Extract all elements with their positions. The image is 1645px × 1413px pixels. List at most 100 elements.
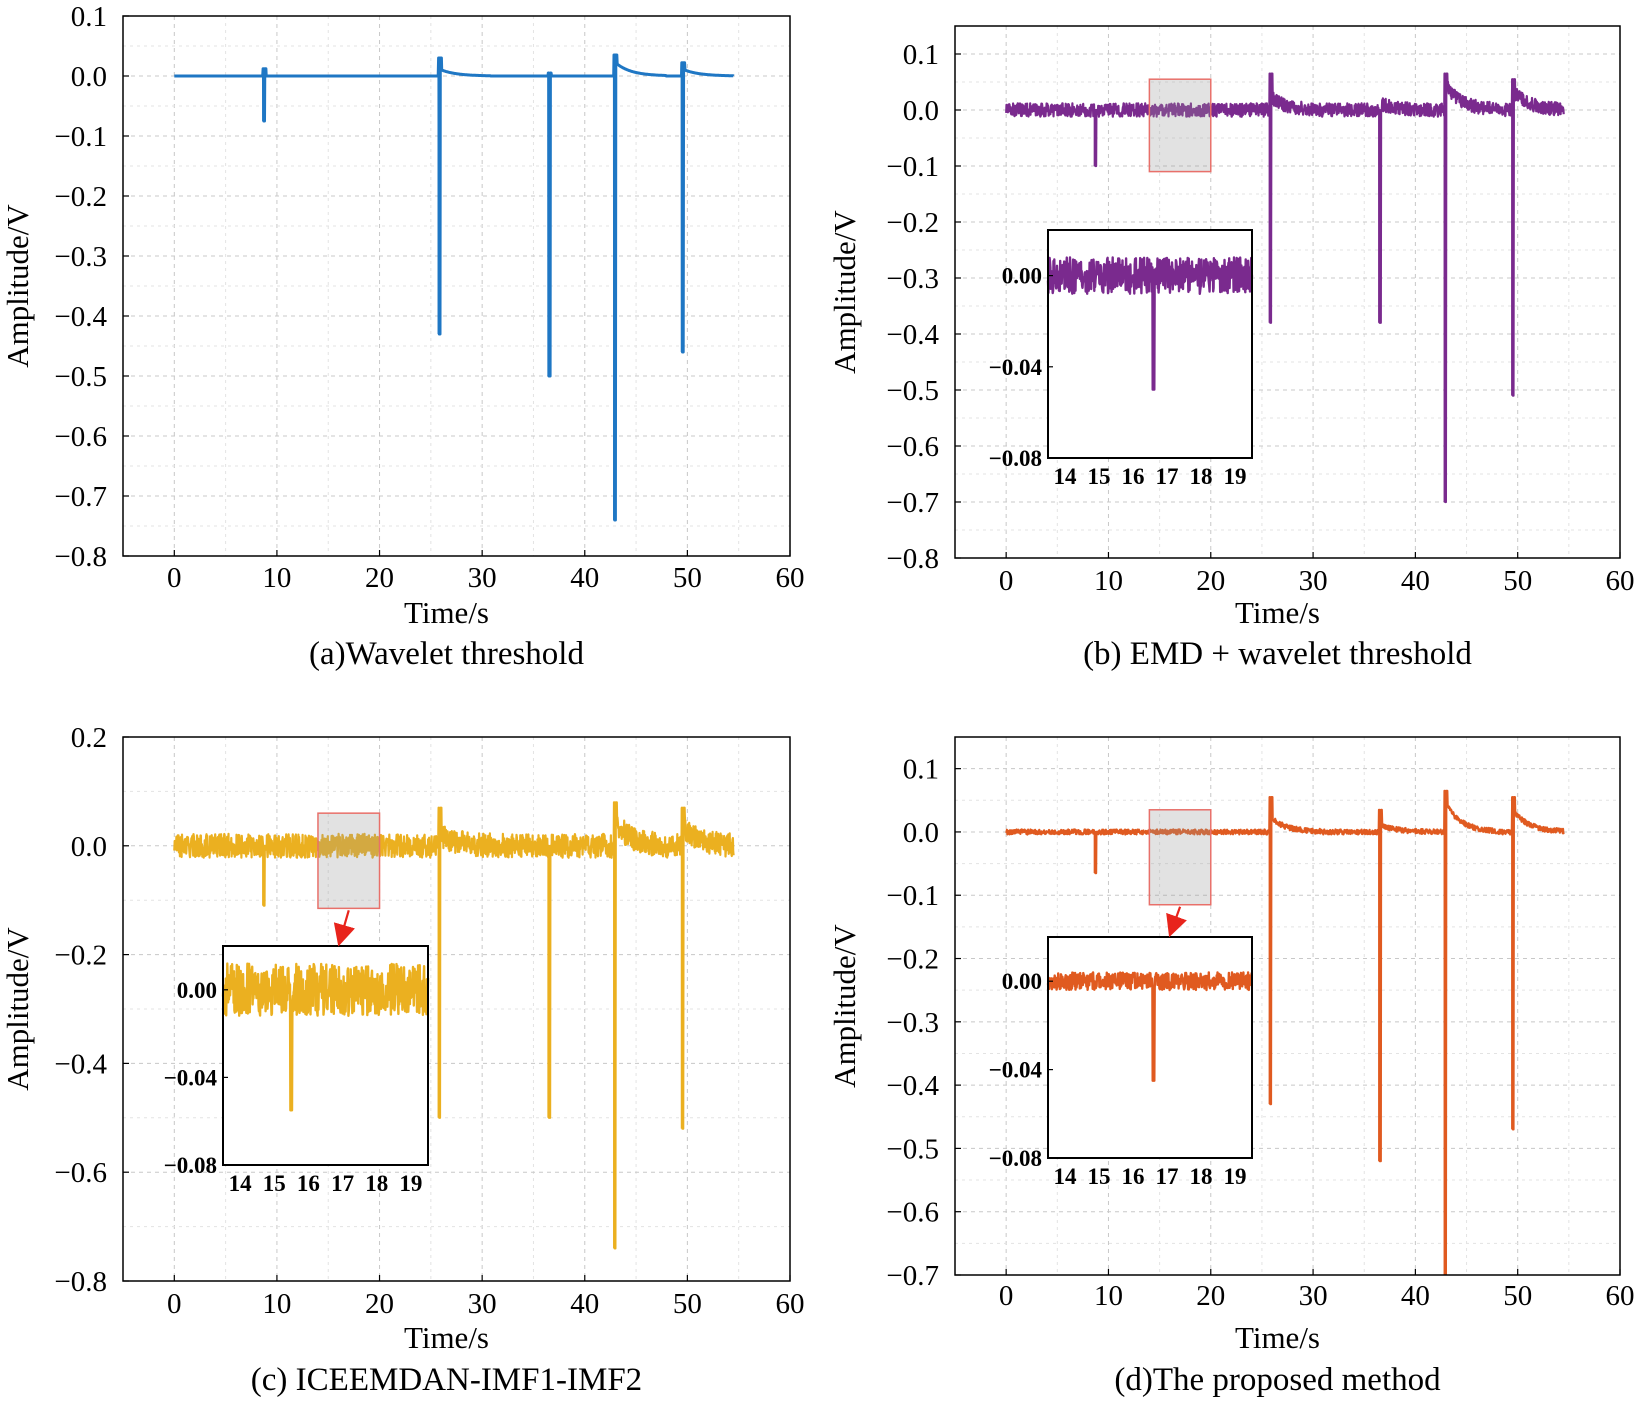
zoom-inset: 14 15 16 17 18 19 0.00 −0.04 −0.08 [989, 229, 1254, 489]
y-tick-label: −0.6 [886, 1197, 939, 1229]
y-ticks: 0.2 0.0 −0.2 −0.4 −0.6 −0.8 [54, 722, 129, 1298]
x-tick-label: 20 [365, 1288, 394, 1320]
y-tick-label: −0.4 [54, 301, 107, 333]
y-tick-label: −0.1 [886, 880, 939, 912]
series [1005, 72, 1565, 504]
inset-x-tick-label: 15 [1088, 1164, 1111, 1189]
inset-x-tick-label: 18 [1190, 464, 1213, 489]
inset-x-tick-label: 15 [263, 1171, 286, 1196]
inset-x-tick-label: 15 [1088, 464, 1111, 489]
inset-y-tick-label: 0.00 [1002, 264, 1042, 289]
inset-x-tick-label: 14 [1054, 1164, 1078, 1189]
y-tick-label: −0.2 [886, 207, 939, 239]
series-line [1005, 789, 1565, 1275]
plot-frame [954, 736, 1621, 1276]
y-ticks: 0.1 0.0 −0.1 −0.2 −0.3 −0.4 −0.5 −0.6 −0.7 −0.8 [886, 39, 961, 575]
y-tick-label: −0.3 [54, 241, 107, 273]
x-tick-label: 30 [468, 1288, 497, 1320]
inset-x-tick-label: 14 [229, 1171, 253, 1196]
plot-frame [954, 25, 1621, 559]
y-tick-label: 0.1 [903, 754, 939, 786]
y-tick-label: 0.0 [71, 831, 107, 863]
x-tick-label: 0 [167, 1288, 182, 1320]
y-axis-label: Amplitude/V [0, 927, 35, 1091]
x-ticks: 0 10 20 30 40 50 60 [167, 550, 805, 594]
inset-frame [222, 945, 429, 1166]
x-ticks: 0 10 20 30 40 50 60 [999, 552, 1635, 597]
x-tick-label: 40 [1401, 1280, 1430, 1312]
y-tick-label: −0.8 [886, 543, 939, 575]
x-ticks: 0 10 20 30 40 50 60 [167, 1275, 805, 1320]
x-tick-label: 50 [673, 1288, 702, 1320]
x-axis-label: Time/s [404, 595, 489, 630]
panel-caption: (b) EMD + wavelet threshold [1083, 636, 1472, 672]
plot-frame [122, 15, 791, 557]
x-tick-label: 50 [673, 562, 702, 594]
y-tick-label: −0.4 [886, 319, 939, 351]
inset-y-tick-label: −0.04 [989, 355, 1043, 380]
y-tick-label: −0.7 [886, 1260, 939, 1292]
y-tick-label: −0.6 [886, 431, 939, 463]
x-tick-label: 40 [570, 1288, 599, 1320]
y-tick-label: −0.1 [886, 151, 939, 183]
x-axis-label: Time/s [1235, 595, 1320, 630]
x-ticks: 0 10 20 30 40 50 60 [999, 1269, 1635, 1312]
y-tick-label: −0.3 [886, 1007, 939, 1039]
y-tick-label: −0.2 [54, 181, 107, 213]
x-tick-label: 10 [262, 1288, 291, 1320]
inset-x-tick-label: 19 [399, 1171, 422, 1196]
x-tick-label: 10 [1094, 1280, 1123, 1312]
y-tick-label: −0.7 [54, 481, 107, 513]
zoom-box [1148, 809, 1212, 906]
x-tick-label: 40 [1401, 565, 1430, 597]
series [173, 801, 735, 1250]
inset-background [1048, 937, 1252, 1158]
inset-x-tick-label: 17 [1156, 464, 1179, 489]
panel-a-wavelet-threshold: 0 10 20 30 40 50 60 0.1 0.0 −0.1 −0.2 −0.3 −0.4 −0.5 −… [0, 1, 805, 672]
y-tick-label: −0.3 [886, 263, 939, 295]
y-tick-label: −0.6 [54, 421, 107, 453]
panel-caption: (a)Wavelet threshold [309, 636, 584, 672]
zoom-box [317, 812, 381, 910]
x-tick-label: 30 [468, 562, 497, 594]
y-tick-label: −0.7 [886, 487, 939, 519]
x-tick-label: 20 [365, 562, 394, 594]
inset-y-tick-label: −0.08 [989, 446, 1042, 471]
zoom-inset: 14 15 16 17 18 19 0.00 −0.04 −0.08 [164, 945, 430, 1196]
x-tick-label: 50 [1503, 1280, 1532, 1312]
x-axis-label: Time/s [1235, 1320, 1320, 1355]
y-tick-label: −0.8 [54, 1266, 107, 1298]
inset-x-tick-label: 18 [1190, 1164, 1213, 1189]
y-tick-label: −0.8 [54, 541, 107, 573]
x-tick-label: 0 [999, 565, 1014, 597]
x-tick-label: 60 [1606, 1280, 1635, 1312]
x-tick-label: 60 [776, 1288, 805, 1320]
inset-y-tick-label: −0.04 [989, 1058, 1043, 1083]
inset-series-line [1046, 971, 1254, 1082]
y-tick-label: 0.1 [71, 1, 107, 33]
x-tick-label: 10 [262, 562, 291, 594]
x-tick-label: 40 [570, 562, 599, 594]
x-tick-label: 20 [1196, 1280, 1225, 1312]
inset-x-tick-label: 17 [331, 1171, 354, 1196]
zoom-inset: 14 15 16 17 18 19 0.00 −0.04 −0.08 [989, 936, 1254, 1189]
y-tick-label: −0.4 [886, 1070, 939, 1102]
x-tick-label: 50 [1503, 565, 1532, 597]
inset-x-tick-label: 16 [297, 1171, 320, 1196]
inset-frame [1047, 936, 1253, 1159]
y-tick-label: −0.6 [54, 1157, 107, 1189]
y-tick-label: 0.1 [903, 39, 939, 71]
panel-b-emd-wavelet-threshold: 0 10 20 30 40 50 60 0.1 0.0 −0.1 −0.2 −0.3 −0.4 −0.5 −… [827, 25, 1635, 672]
inset-series-line [221, 962, 430, 1112]
panel-caption: (d)The proposed method [1114, 1362, 1441, 1398]
x-tick-label: 30 [1299, 565, 1328, 597]
x-tick-label: 30 [1299, 1280, 1328, 1312]
panel-caption: (c) ICEEMDAN-IMF1-IMF2 [251, 1362, 642, 1398]
inset-y-tick-label: −0.08 [989, 1146, 1042, 1171]
y-tick-label: −0.2 [886, 944, 939, 976]
inset-x-tick-label: 19 [1224, 464, 1247, 489]
y-ticks: 0.1 0.0 −0.1 −0.2 −0.3 −0.4 −0.5 −0.6 −0.7 [886, 754, 961, 1292]
panel-c-iceemdan-imf1-imf2: 0 10 20 30 40 50 60 0.2 0.0 −0.2 −0.4 −0.6 −0.8 Time/… [0, 722, 805, 1398]
inset-y-tick-label: 0.00 [1002, 969, 1042, 994]
